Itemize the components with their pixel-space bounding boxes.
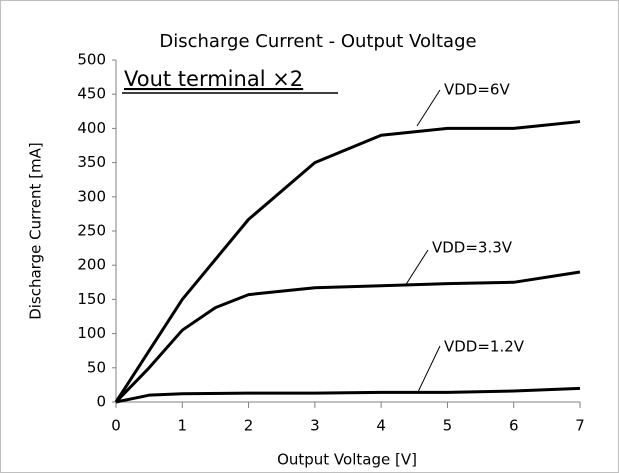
x-axis-label: Output Voltage [V] xyxy=(277,451,417,469)
x-tick-label: 1 xyxy=(178,417,188,435)
x-tick-label: 2 xyxy=(244,417,254,435)
series-line xyxy=(114,120,581,403)
y-tick-label: 200 xyxy=(77,256,106,274)
series-label: VDD=1.2V xyxy=(444,338,525,356)
x-tick-label: 0 xyxy=(111,417,121,435)
annotation: Vout terminal ×2 xyxy=(124,67,303,91)
y-axis-label: Discharge Current [mA] xyxy=(27,142,45,320)
series-line xyxy=(115,386,581,404)
y-tick-label: 150 xyxy=(77,290,106,308)
series-label: VDD=6V xyxy=(444,81,510,99)
y-tick-label: 250 xyxy=(77,222,106,240)
x-tick-label: 3 xyxy=(310,417,320,435)
x-tick-label: 6 xyxy=(509,417,519,435)
x-tick-label: 5 xyxy=(443,417,453,435)
series-line xyxy=(114,270,581,404)
leader-line xyxy=(417,345,441,393)
y-tick-label: 400 xyxy=(77,119,106,137)
x-tick-label: 7 xyxy=(575,417,585,435)
leader-line xyxy=(404,249,429,287)
chart-title: Discharge Current - Output Voltage xyxy=(159,31,476,52)
x-tick-label: 4 xyxy=(376,417,386,435)
series-label: VDD=3.3V xyxy=(432,239,513,257)
y-tick-label: 500 xyxy=(77,51,106,69)
y-tick-label: 0 xyxy=(96,393,106,411)
y-tick-label: 350 xyxy=(77,153,106,171)
y-tick-label: 450 xyxy=(77,85,106,103)
y-tick-label: 100 xyxy=(77,324,106,342)
y-tick-label: 300 xyxy=(77,187,106,205)
y-tick-label: 50 xyxy=(87,358,106,376)
leader-line xyxy=(416,89,441,127)
